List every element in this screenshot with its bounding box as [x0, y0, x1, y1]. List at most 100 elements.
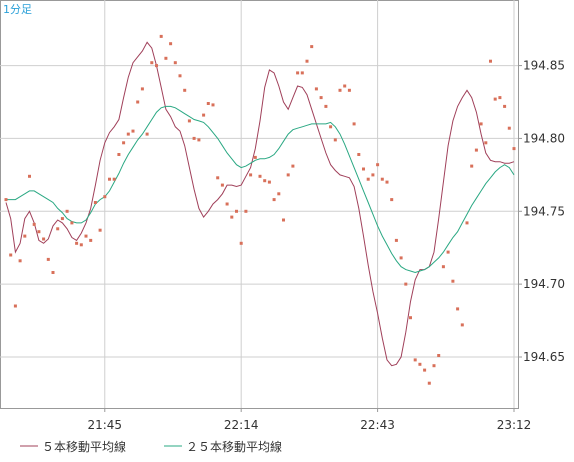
price-point — [108, 177, 111, 181]
x-tick-label: 21:45 — [87, 418, 122, 432]
price-point — [258, 174, 262, 178]
price-point — [371, 173, 375, 177]
price-point — [277, 192, 281, 196]
series-lines — [5, 41, 515, 367]
price-point — [131, 129, 135, 133]
price-point — [366, 177, 370, 181]
price-point — [451, 279, 455, 283]
price-point — [56, 227, 60, 231]
price-point — [362, 167, 365, 171]
price-point — [98, 228, 102, 232]
price-point — [503, 104, 507, 108]
price-point — [32, 222, 36, 226]
price-point — [310, 45, 314, 49]
price-point — [122, 141, 126, 145]
price-point — [155, 64, 158, 68]
price-point — [103, 195, 107, 199]
price-point — [4, 198, 8, 202]
price-point — [498, 96, 502, 100]
price-point — [394, 238, 398, 242]
price-point — [136, 100, 140, 104]
price-point — [390, 198, 394, 202]
price-point — [202, 113, 206, 117]
legend-label-ma5: ５本移動平均線 — [42, 439, 126, 454]
price-point — [192, 136, 196, 140]
price-point — [159, 34, 163, 38]
price-points — [4, 34, 516, 385]
price-point — [296, 71, 300, 75]
price-point — [347, 88, 351, 92]
price-point — [70, 221, 74, 225]
price-point — [9, 253, 13, 257]
price-point — [432, 364, 436, 368]
legend: ５本移動平均線 ２５本移動平均線 — [20, 439, 282, 454]
price-point — [314, 87, 318, 91]
price-point — [60, 217, 64, 221]
plot-frame — [0, 0, 519, 409]
price-point — [89, 238, 93, 242]
price-point — [329, 125, 333, 129]
price-point — [140, 87, 144, 91]
price-point — [385, 180, 389, 184]
series-line-ma25 — [6, 105, 515, 274]
price-point — [84, 234, 88, 238]
price-point — [446, 250, 450, 254]
y-axis: 194.65 194.70 194.75 194.80 194.85 — [518, 59, 565, 364]
x-tick-label: 22:43 — [360, 418, 395, 432]
price-point — [333, 138, 337, 142]
price-point — [286, 173, 290, 177]
price-point — [272, 198, 276, 202]
price-point — [404, 282, 408, 286]
y-tick-label: 194.65 — [523, 350, 565, 364]
price-point — [28, 174, 31, 178]
price-point — [126, 132, 130, 136]
price-point — [42, 237, 46, 241]
x-axis: 21:45 22:14 22:43 23:12 — [87, 408, 531, 432]
price-point — [211, 103, 215, 107]
price-point — [413, 358, 417, 362]
x-tick-label: 23:12 — [497, 418, 532, 432]
price-point — [164, 56, 168, 60]
price-point — [18, 259, 22, 263]
price-point — [150, 61, 154, 65]
price-point — [145, 132, 149, 136]
y-tick-label: 194.70 — [523, 277, 565, 291]
price-point — [456, 307, 460, 311]
price-point — [117, 153, 121, 156]
y-tick-label: 194.80 — [523, 131, 565, 145]
price-point — [460, 323, 464, 327]
price-point — [65, 209, 69, 213]
price-point — [239, 241, 243, 245]
price-point — [169, 42, 173, 46]
y-tick-label: 194.75 — [523, 204, 565, 218]
grid — [0, 0, 518, 408]
price-point — [249, 173, 253, 177]
price-point — [493, 97, 497, 101]
price-point — [112, 177, 116, 181]
price-point — [13, 304, 17, 308]
price-point — [51, 271, 55, 274]
y-tick-label: 194.85 — [523, 59, 565, 73]
price-point — [282, 218, 285, 222]
price-point — [23, 234, 27, 238]
price-point — [484, 141, 488, 145]
price-point — [305, 59, 309, 63]
price-point — [441, 265, 445, 269]
price-point — [474, 148, 478, 152]
price-point — [230, 215, 234, 219]
price-point — [470, 164, 474, 168]
price-point — [253, 155, 257, 159]
legend-label-ma25: ２５本移動平均線 — [186, 439, 282, 454]
price-point — [178, 74, 182, 78]
price-point — [465, 221, 469, 225]
price-point — [197, 138, 201, 142]
price-point — [225, 202, 229, 206]
price-point — [75, 241, 79, 245]
price-point — [512, 147, 516, 151]
price-point — [183, 88, 187, 92]
price-point — [220, 183, 224, 187]
price-point — [418, 362, 422, 366]
price-point — [79, 243, 83, 247]
price-point — [173, 61, 177, 65]
